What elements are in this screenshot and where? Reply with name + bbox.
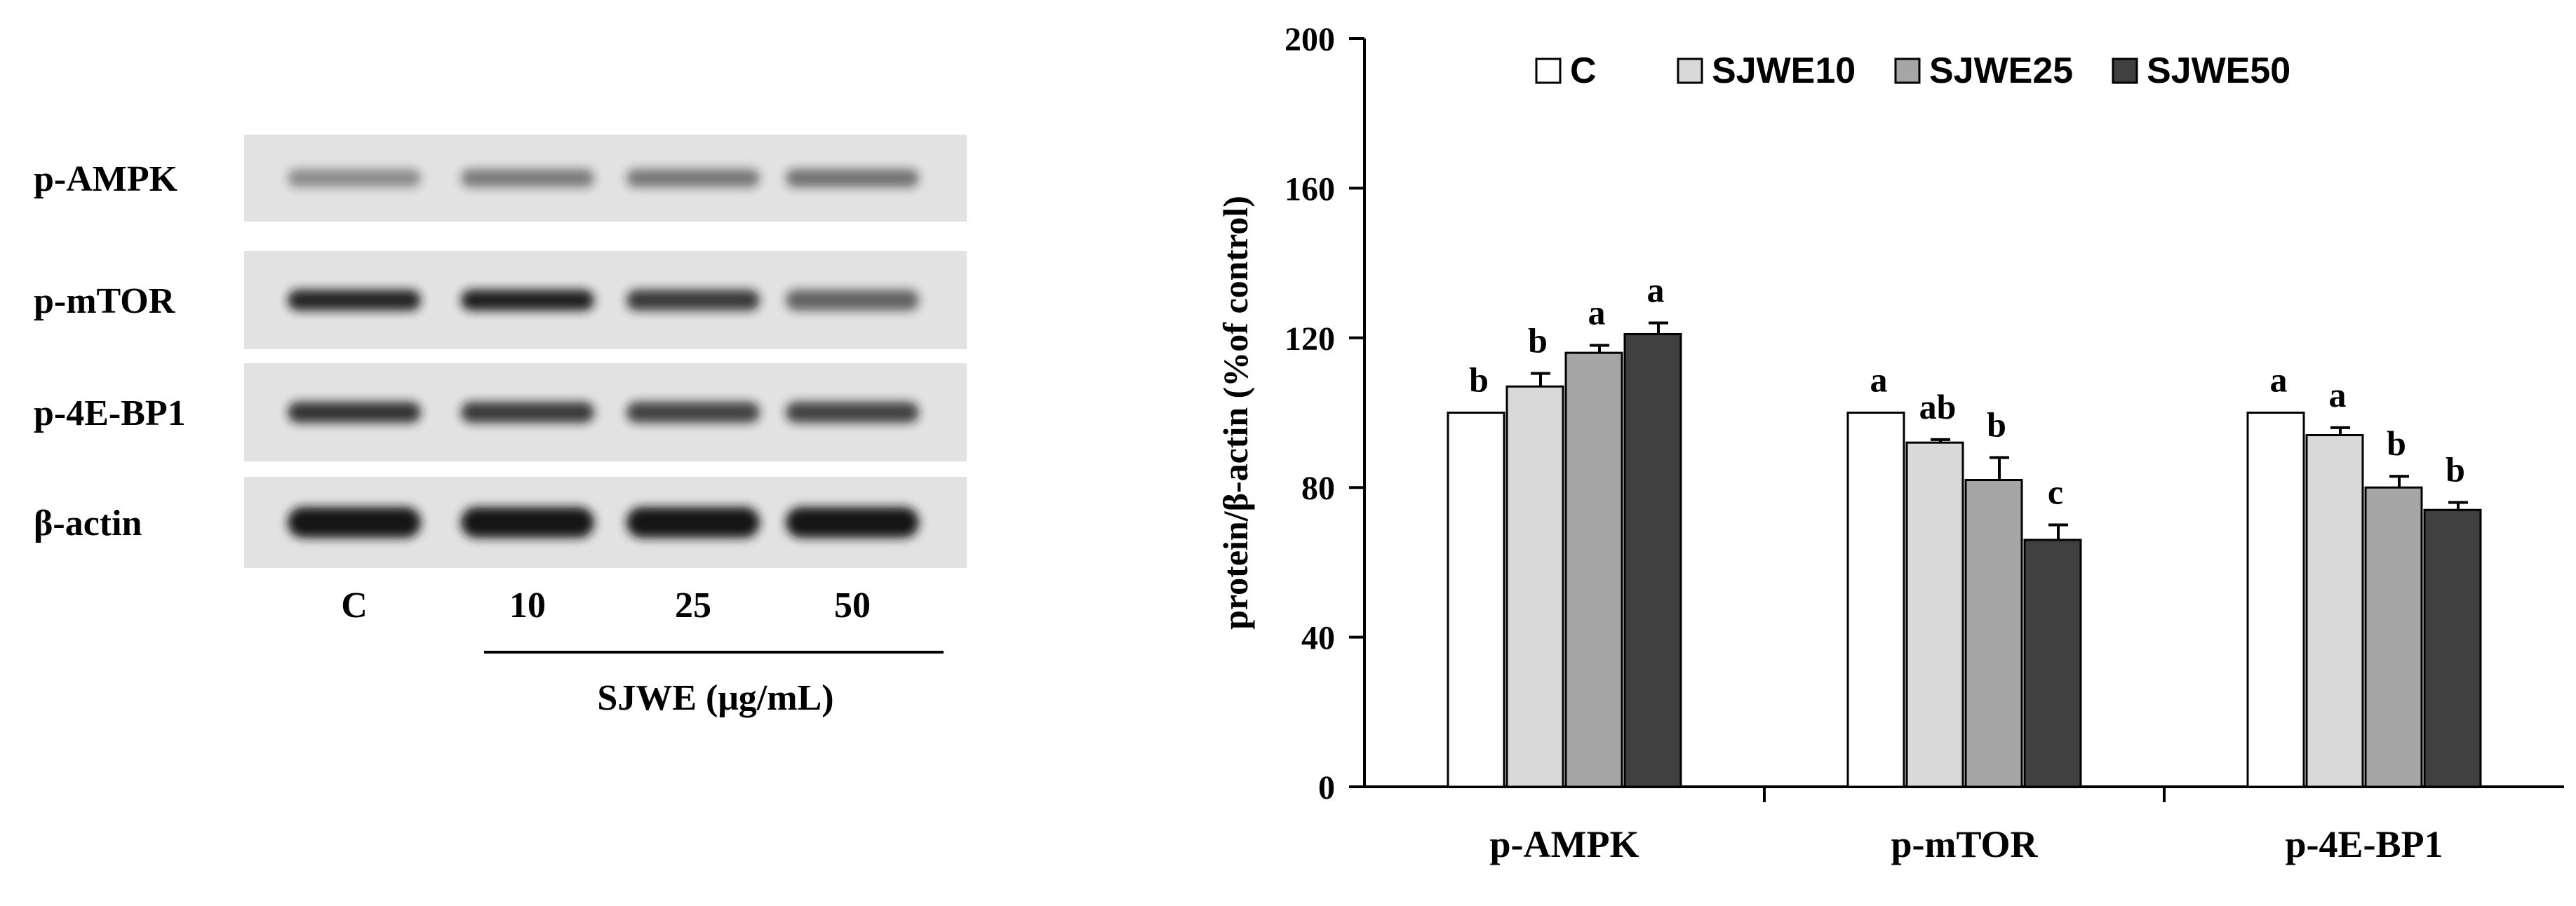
- bar-sjwe25-p-mtor: [1964, 479, 2023, 788]
- significance-letter: b: [1469, 360, 1489, 400]
- significance-letter: a: [1647, 270, 1665, 309]
- blot-band: [288, 290, 421, 311]
- western-blot-panel: p-AMPK p-mTOR p-4E-BP1 β-actin C 10 25 50 SJWE (…: [34, 135, 967, 718]
- y-tick-label: 200: [1284, 21, 1335, 58]
- bar-sjwe50-p-mtor: [2023, 539, 2082, 788]
- blot-band: [626, 507, 760, 538]
- blot-band: [461, 507, 594, 538]
- significance-letter: b: [2387, 424, 2406, 463]
- blot-band: [786, 507, 919, 538]
- category-label: p-mTOR: [1891, 823, 2038, 865]
- legend-swatch-sjwe25: [1894, 58, 1921, 84]
- blot-row-label: p-mTOR: [34, 281, 176, 321]
- significance-letter: a: [2270, 360, 2288, 400]
- bar-c-p-mtor: [1846, 412, 1905, 788]
- legend-swatch-sjwe50: [2112, 58, 2138, 84]
- category-label: p-AMPK: [1490, 823, 1639, 865]
- blot-band: [288, 402, 421, 423]
- legend-label: SJWE10: [1712, 50, 1856, 91]
- significance-letter: a: [2329, 375, 2347, 414]
- lane-label: C: [341, 586, 368, 626]
- treatment-label: SJWE (μg/mL): [597, 678, 833, 718]
- category-label: p-4E-BP1: [2285, 823, 2443, 865]
- bar-sjwe10-p-mtor: [1905, 441, 1964, 788]
- blot-row-label: p-4E-BP1: [34, 393, 186, 433]
- lane-label: 25: [675, 586, 711, 626]
- blot-band: [461, 290, 594, 311]
- y-tick-label: 0: [1318, 769, 1335, 806]
- legend-swatch-c: [1535, 58, 1562, 84]
- legend-swatch-sjwe10: [1677, 58, 1703, 84]
- blot-row-label: p-AMPK: [34, 159, 178, 199]
- blot-band: [786, 169, 919, 187]
- y-tick-label: 80: [1301, 470, 1335, 507]
- blot-band: [786, 402, 919, 423]
- bar-sjwe10-p-ampk: [1505, 385, 1564, 788]
- lane-label: 10: [509, 586, 546, 626]
- blot-band: [626, 169, 760, 187]
- blot-band: [288, 169, 421, 187]
- legend-label: C: [1570, 50, 1597, 91]
- significance-letter: a: [1870, 360, 1888, 400]
- bar-c-p-ampk: [1447, 412, 1505, 788]
- legend-label: SJWE50: [2147, 50, 2290, 91]
- blot-band: [288, 507, 421, 538]
- significance-letter: b: [1987, 405, 2006, 445]
- y-tick-label: 160: [1284, 170, 1335, 208]
- legend-label: SJWE25: [1929, 50, 2073, 91]
- y-tick-label: 40: [1301, 620, 1335, 657]
- lane-label: 50: [834, 586, 871, 626]
- blot-band: [461, 169, 594, 187]
- significance-letter: ab: [1919, 387, 1957, 426]
- blot-band: [626, 402, 760, 423]
- significance-letter: c: [2048, 473, 2063, 512]
- significance-letter: b: [1528, 320, 1548, 360]
- y-tick-label: 120: [1284, 320, 1335, 358]
- bar-sjwe25-p-ampk: [1564, 351, 1623, 788]
- bar-chart-panel: 0 40 80 120 160 200 protein/β-actin (%of contr…: [1216, 21, 2564, 865]
- blot-band: [626, 290, 760, 311]
- blot-row-label: β-actin: [34, 503, 142, 543]
- blot-band: [461, 402, 594, 423]
- bar-sjwe50-p-ampk: [1623, 332, 1682, 788]
- bar-sjwe25-p-4e-bp1: [2364, 486, 2423, 788]
- bar-sjwe50-p-4e-bp1: [2423, 508, 2482, 788]
- bar-c-p-4e-bp1: [2246, 412, 2305, 788]
- significance-letter: b: [2446, 450, 2465, 489]
- significance-letter: a: [1588, 292, 1606, 332]
- y-axis-title: protein/β-actin (%of control): [1216, 196, 1255, 630]
- blot-band: [786, 290, 919, 311]
- bar-sjwe10-p-4e-bp1: [2305, 434, 2364, 788]
